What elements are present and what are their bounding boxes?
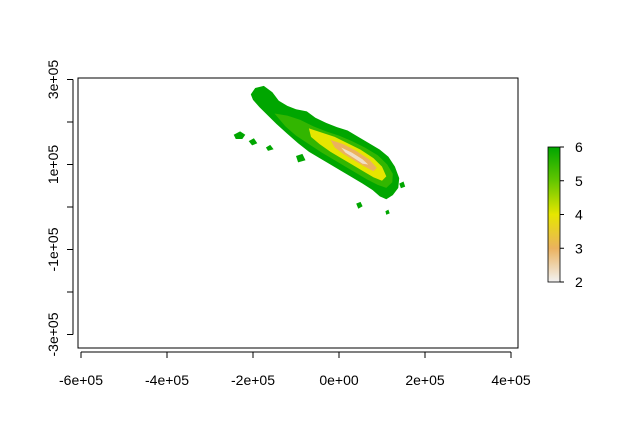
legend-tick-label: 6 [575,139,583,155]
raster-region-9 [356,201,363,209]
legend-tick-label: 2 [575,274,583,290]
raster-region-5 [233,131,246,139]
raster-region-10 [385,209,390,215]
raster-region-8 [296,153,306,163]
y-axis: -3e+05 -1e+05 1e+05 3e+05 [45,60,74,356]
x-tick-label: 0e+00 [319,372,359,388]
raster-region-4 [341,147,369,165]
y-tick-label: 1e+05 [45,145,61,185]
legend-tick-label: 5 [575,173,583,189]
raster-region-6 [248,138,258,146]
raster-region-11 [399,181,406,189]
x-tick-label: -6e+05 [59,372,103,388]
y-tick-label: -1e+05 [45,227,61,271]
color-legend: 2 3 4 5 6 [547,139,583,290]
x-tick-label: -4e+05 [145,372,189,388]
raster-region-7 [265,144,274,151]
x-tick-label: 4e+05 [491,372,531,388]
x-axis: -6e+05 -4e+05 -2e+05 0e+00 2e+05 4e+05 [59,351,531,388]
x-tick-label: 2e+05 [405,372,445,388]
legend-color-bar [547,146,561,283]
x-tick-label: -2e+05 [231,372,275,388]
plot-box [77,77,519,349]
y-tick-label: 3e+05 [45,60,61,100]
y-tick-label: -3e+05 [45,312,61,356]
legend-tick-label: 3 [575,240,583,256]
raster-layer [233,85,406,215]
legend-tick-label: 4 [575,207,583,223]
